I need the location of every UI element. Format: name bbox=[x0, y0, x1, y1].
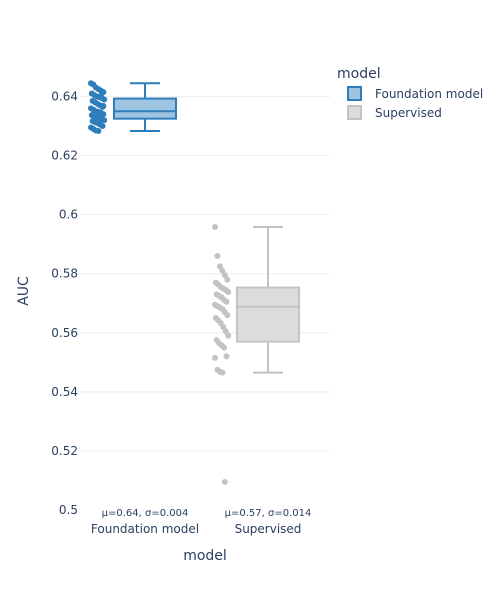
y-tick-label: 0.62 bbox=[51, 149, 78, 163]
legend-swatch bbox=[347, 105, 362, 120]
legend-swatch bbox=[347, 86, 362, 101]
y-tick-label: 0.6 bbox=[59, 208, 78, 222]
data-point bbox=[97, 92, 104, 99]
data-point bbox=[221, 344, 228, 351]
data-point bbox=[214, 252, 221, 259]
legend-item-label: Foundation model bbox=[375, 87, 483, 101]
x-tick-label: Supervised bbox=[235, 522, 302, 536]
data-point bbox=[221, 272, 228, 279]
data-point bbox=[220, 323, 227, 330]
legend-title: model bbox=[337, 66, 381, 82]
data-point bbox=[212, 224, 218, 231]
y-tick-label: 0.5 bbox=[59, 503, 78, 517]
legend: model Foundation model Supervised bbox=[337, 66, 483, 120]
data-point bbox=[101, 117, 108, 124]
box-trace-0 bbox=[88, 80, 177, 135]
y-tick-label: 0.52 bbox=[51, 444, 78, 458]
data-point bbox=[225, 332, 232, 339]
x-tick-label: Foundation model bbox=[91, 522, 199, 536]
data-point bbox=[219, 369, 226, 376]
y-axis-ticks: 0.5 0.52 0.54 0.56 0.58 0.6 0.62 0.64 bbox=[51, 90, 78, 518]
data-point bbox=[100, 111, 107, 118]
y-tick-label: 0.64 bbox=[51, 90, 78, 104]
data-point bbox=[223, 298, 230, 305]
data-point bbox=[95, 128, 102, 135]
data-point bbox=[222, 328, 229, 335]
data-point bbox=[225, 289, 232, 296]
gridlines bbox=[80, 96, 330, 452]
data-point bbox=[221, 478, 228, 485]
box bbox=[113, 97, 177, 120]
data-point bbox=[224, 312, 231, 319]
x-axis-title: model bbox=[183, 548, 227, 564]
box-traces bbox=[88, 80, 300, 485]
data-point bbox=[219, 267, 226, 274]
data-point bbox=[223, 353, 230, 360]
y-tick-label: 0.56 bbox=[51, 326, 78, 340]
data-point bbox=[216, 263, 223, 270]
data-point bbox=[212, 354, 218, 361]
data-point bbox=[224, 276, 231, 283]
data-point bbox=[99, 123, 106, 130]
y-axis-title: AUC bbox=[16, 276, 32, 306]
legend-item-label: Supervised bbox=[375, 106, 442, 120]
stats-annotation: μ=0.64, σ=0.004 bbox=[102, 508, 189, 519]
y-tick-label: 0.58 bbox=[51, 267, 78, 281]
stats-annotation: μ=0.57, σ=0.014 bbox=[225, 508, 312, 519]
data-point bbox=[100, 102, 107, 109]
box bbox=[236, 286, 300, 343]
y-tick-label: 0.54 bbox=[51, 385, 78, 399]
box-trace-1 bbox=[212, 224, 300, 485]
x-axis-ticks: μ=0.64, σ=0.004 Foundation model μ=0.57, σ… bbox=[91, 508, 311, 536]
